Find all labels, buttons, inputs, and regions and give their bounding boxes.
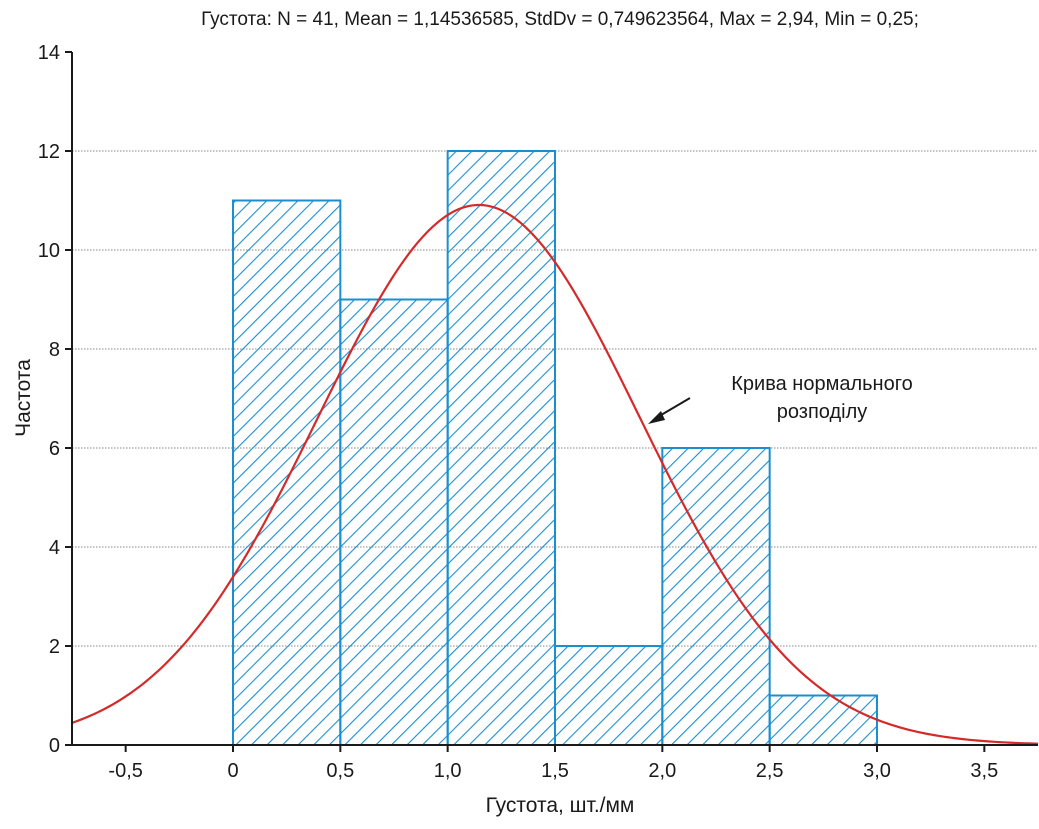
curve-annotation: Крива нормального розподілу — [648, 373, 913, 424]
x-tick-label: 2,5 — [756, 760, 784, 782]
x-tick-label: 0,5 — [326, 760, 354, 782]
x-tick-label: 3,0 — [863, 760, 891, 782]
y-tick-label: 14 — [38, 42, 60, 64]
x-tick-label: -0,5 — [108, 760, 142, 782]
y-tick-label: 0 — [49, 735, 60, 757]
y-tick-label: 12 — [38, 141, 60, 163]
x-axis-label: Густота, шт./мм — [486, 794, 635, 817]
x-tick-label: 3,5 — [970, 760, 998, 782]
histogram-bar — [232, 199, 342, 746]
y-tick-label: 6 — [49, 438, 60, 460]
y-tick-label: 8 — [49, 339, 60, 361]
histogram-bar — [768, 694, 879, 746]
histogram-bar — [554, 645, 664, 746]
x-tick-label: 0 — [227, 760, 238, 782]
x-tick-label: 1,0 — [434, 760, 462, 782]
y-tick-label: 2 — [49, 636, 60, 658]
chart-title: Густота: N = 41, Mean = 1,14536585, StdD… — [201, 9, 919, 30]
y-axis-label: Частота — [12, 359, 35, 437]
histogram-bar — [446, 150, 556, 746]
y-tick-labels: 0 2 4 6 8 10 12 14 — [38, 42, 60, 757]
x-tick-label: 1,5 — [541, 760, 569, 782]
x-tick-label: 2,0 — [648, 760, 676, 782]
axes — [65, 51, 1038, 752]
x-tick-labels: -0,5 0 0,5 1,0 1,5 2,0 2,5 3,0 3,5 — [108, 760, 998, 782]
annotation-line-2: розподілу — [777, 401, 868, 423]
histogram-bar — [339, 298, 449, 746]
normal-curve — [71, 203, 1039, 745]
annotation-line-1: Крива нормального — [731, 373, 912, 395]
y-tick-label: 4 — [49, 537, 60, 559]
y-tick-label: 10 — [38, 240, 60, 262]
annotation-arrowhead — [648, 411, 665, 424]
